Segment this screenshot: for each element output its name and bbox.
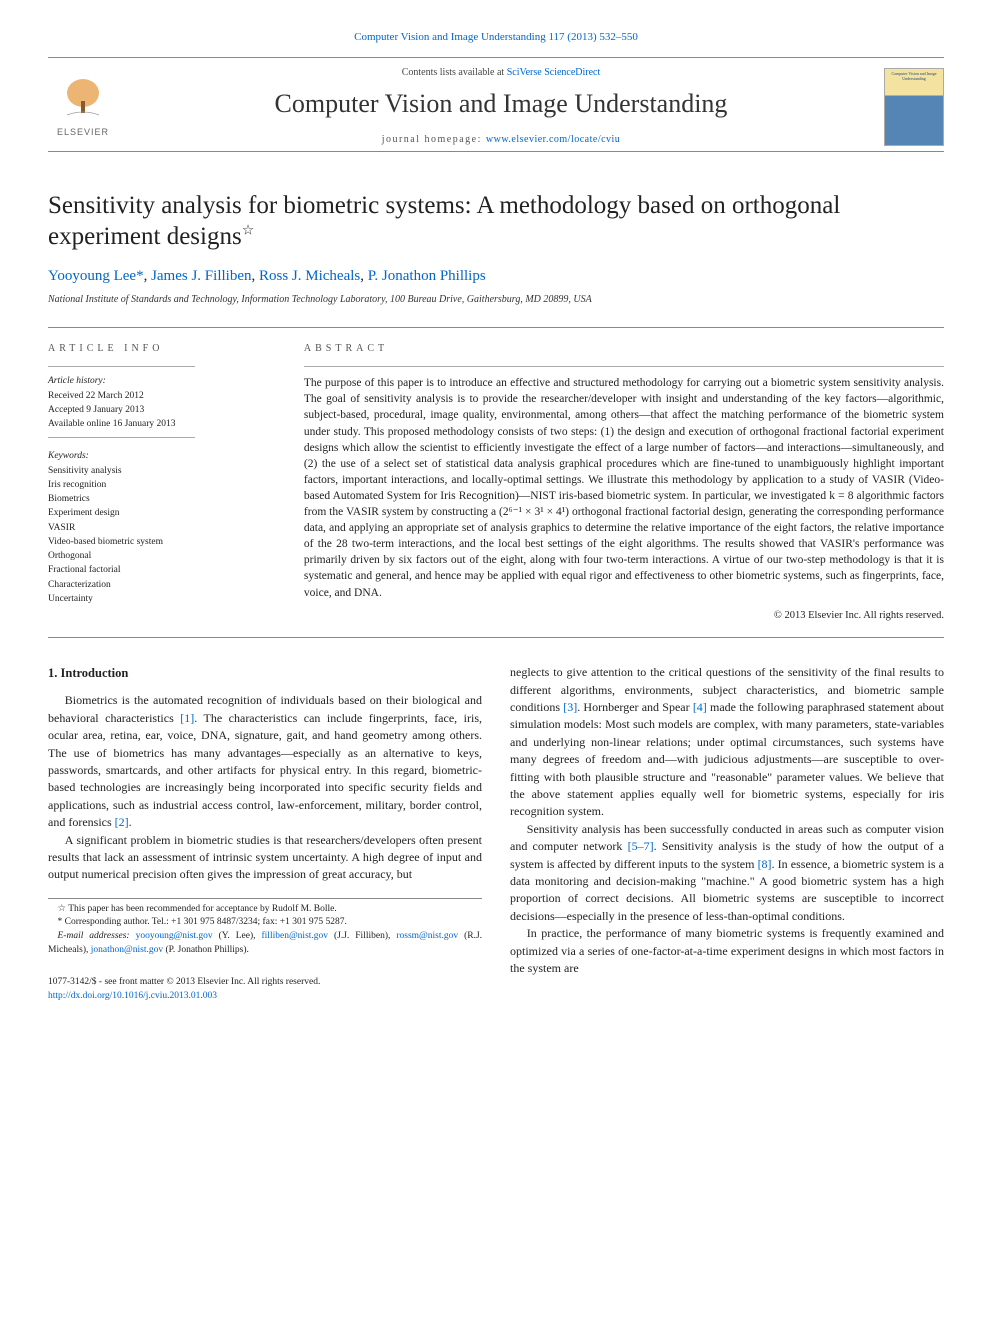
- keyword: Experiment design: [48, 506, 274, 520]
- author-list: Yooyoung Lee*, James J. Filliben, Ross J…: [48, 266, 944, 287]
- footnotes: ☆ This paper has been recommended for ac…: [48, 898, 482, 958]
- article-info-heading: article info: [48, 342, 274, 356]
- section-1-heading: 1. Introduction: [48, 664, 482, 682]
- ref-1[interactable]: [1]: [180, 711, 194, 725]
- footnote-recommended: ☆ This paper has been recommended for ac…: [48, 903, 482, 917]
- email-3[interactable]: rossm@nist.gov: [396, 931, 458, 941]
- email-1[interactable]: yooyoung@nist.gov: [136, 931, 213, 941]
- doi-link[interactable]: http://dx.doi.org/10.1016/j.cviu.2013.01…: [48, 991, 217, 1001]
- email-label: E-mail addresses:: [58, 931, 136, 941]
- title-footnote-marker: ☆: [242, 224, 255, 239]
- article-title: Sensitivity analysis for biometric syste…: [48, 190, 944, 253]
- keyword: Iris recognition: [48, 478, 274, 492]
- email-4-who: (P. Jonathon Phillips).: [163, 945, 249, 955]
- corresponding-marker: *: [136, 268, 144, 284]
- email-2[interactable]: filliben@nist.gov: [262, 931, 329, 941]
- keyword: Characterization: [48, 578, 274, 592]
- keyword: Sensitivity analysis: [48, 464, 274, 478]
- abstract-body: The purpose of this paper is to introduc…: [304, 375, 944, 600]
- journal-header: ELSEVIER Contents lists available at Sci…: [48, 57, 944, 151]
- article-body: 1. Introduction Biometrics is the automa…: [48, 664, 944, 1003]
- p1b: . The characteristics can include finger…: [48, 711, 482, 829]
- p3c: made the following paraphrased statement…: [510, 700, 944, 818]
- author-3[interactable]: Ross J. Micheals: [259, 268, 360, 284]
- homepage-line: journal homepage: www.elsevier.com/locat…: [118, 133, 884, 147]
- homepage-prefix: journal homepage:: [382, 134, 486, 145]
- keyword: Biometrics: [48, 492, 274, 506]
- cover-label: Computer Vision and Image Understanding: [887, 71, 941, 82]
- sep: ,: [144, 268, 152, 284]
- received-line: Received 22 March 2012: [48, 389, 274, 403]
- footnote-emails: E-mail addresses: yooyoung@nist.gov (Y. …: [48, 930, 482, 958]
- elsevier-tree-icon: [59, 75, 107, 123]
- journal-title: Computer Vision and Image Understanding: [118, 86, 884, 122]
- author-2[interactable]: James J. Filliben: [151, 268, 251, 284]
- ref-4[interactable]: [4]: [693, 700, 707, 714]
- email-1-who: (Y. Lee),: [213, 931, 262, 941]
- issn-line: 1077-3142/$ - see front matter © 2013 El…: [48, 976, 482, 990]
- email-4[interactable]: jonathon@nist.gov: [91, 945, 163, 955]
- author-4[interactable]: P. Jonathon Phillips: [368, 268, 486, 284]
- article-info-column: article info Article history: Received 2…: [48, 328, 290, 637]
- accepted-line: Accepted 9 January 2013: [48, 403, 274, 417]
- homepage-link[interactable]: www.elsevier.com/locate/cviu: [486, 134, 620, 145]
- ref-3[interactable]: [3]: [563, 700, 577, 714]
- abstract-column: abstract The purpose of this paper is to…: [290, 328, 944, 637]
- contents-line: Contents lists available at SciVerse Sci…: [118, 66, 884, 80]
- sep: ,: [251, 268, 259, 284]
- intro-p2: A significant problem in biometric studi…: [48, 832, 482, 884]
- intro-p4: Sensitivity analysis has been successful…: [510, 821, 944, 925]
- history-label: Article history:: [48, 375, 274, 388]
- affiliation: National Institute of Standards and Tech…: [48, 293, 944, 307]
- ref-8[interactable]: [8]: [758, 857, 772, 871]
- p1c: .: [129, 815, 132, 829]
- contents-prefix: Contents lists available at: [402, 67, 507, 78]
- keyword: Video-based biometric system: [48, 535, 274, 549]
- journal-reference-link[interactable]: Computer Vision and Image Understanding …: [354, 31, 638, 43]
- sciencedirect-link[interactable]: SciVerse ScienceDirect: [507, 67, 601, 78]
- abstract-heading: abstract: [304, 342, 944, 356]
- abstract-copyright: © 2013 Elsevier Inc. All rights reserved…: [304, 609, 944, 624]
- elsevier-logo: ELSEVIER: [48, 75, 118, 139]
- journal-cover-thumb: Computer Vision and Image Understanding: [884, 68, 944, 146]
- ref-2[interactable]: [2]: [115, 815, 129, 829]
- p3b: . Hornberger and Spear: [577, 700, 693, 714]
- title-main: Sensitivity analysis for biometric syste…: [48, 192, 840, 250]
- elsevier-word: ELSEVIER: [48, 126, 118, 139]
- keyword: Orthogonal: [48, 549, 274, 563]
- author-1[interactable]: Yooyoung Lee: [48, 268, 136, 284]
- online-line: Available online 16 January 2013: [48, 417, 274, 431]
- keywords-label: Keywords:: [48, 450, 274, 463]
- email-2-who: (J.J. Filliben),: [328, 931, 396, 941]
- intro-p3: neglects to give attention to the critic…: [510, 664, 944, 821]
- intro-p1: Biometrics is the automated recognition …: [48, 692, 482, 831]
- sep: ,: [360, 268, 368, 284]
- keyword: VASIR: [48, 521, 274, 535]
- keyword: Uncertainty: [48, 592, 274, 606]
- journal-reference: Computer Vision and Image Understanding …: [48, 30, 944, 45]
- copyright-block: 1077-3142/$ - see front matter © 2013 El…: [48, 976, 482, 1004]
- header-center: Contents lists available at SciVerse Sci…: [118, 66, 884, 146]
- keyword: Fractional factorial: [48, 563, 274, 577]
- footnote-corresponding: * Corresponding author. Tel.: +1 301 975…: [48, 916, 482, 930]
- ref-5-7[interactable]: [5–7]: [628, 839, 654, 853]
- info-abstract-block: article info Article history: Received 2…: [48, 327, 944, 638]
- intro-p5: In practice, the performance of many bio…: [510, 925, 944, 977]
